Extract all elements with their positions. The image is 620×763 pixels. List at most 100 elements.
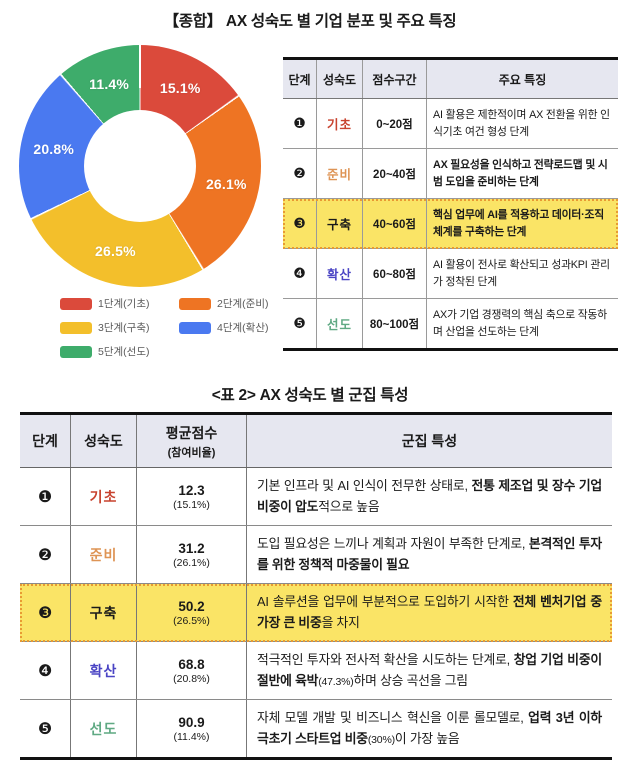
legend-label: 2단계(준비) [217, 298, 269, 310]
legend-swatch [179, 321, 211, 334]
donut-slice-label: 20.8% [33, 140, 75, 157]
maturity-label: 선도 [316, 299, 362, 348]
score-range: 60~80점 [362, 249, 426, 298]
participation-rate: (15.1%) [173, 498, 210, 511]
stage-number: ❸ [293, 215, 306, 231]
maturity-label: 준비 [70, 526, 136, 583]
participation-rate: (26.5%) [173, 614, 210, 627]
feature-rich-text: AI 솔루션을 업무에 부분적으로 도입하기 시작한 전체 벤처기업 중 가장 … [257, 592, 602, 633]
avg-score-cell: 90.9 (11.4%) [136, 700, 246, 757]
avg-score-value: 12.3 [178, 482, 205, 498]
cluster-feature-text: 도입 필요성은 느끼나 계획과 자원이 부족한 단계로, 본격적인 투자를 위한… [246, 526, 612, 583]
participation-rate: (20.8%) [173, 672, 210, 685]
maturity-label: 확산 [70, 642, 136, 699]
maturity-label: 구축 [70, 584, 136, 641]
table-body: ❶ 기초 0~20점 AI 활용은 제한적이며 AX 전환을 위한 인식기초 여건 형… [283, 99, 618, 348]
feature-rich-text: 적극적인 투자와 전사적 확산을 시도하는 단계로, 창업 기업 비중이 절반에… [257, 650, 602, 691]
col-header-maturity: 성숙도 [316, 60, 362, 98]
table-row: ❸ 구축 40~60점 핵심 업무에 AI를 적용하고 데이터·조직 체계를 구축하는… [283, 199, 618, 249]
col-header-stage: 단계 [288, 72, 311, 87]
donut-slice-label: 11.4% [89, 75, 130, 92]
cluster-feature-text: 기본 인프라 및 AI 인식이 전무한 상태로, 전통 제조업 및 장수 기업 … [246, 468, 612, 525]
maturity-label: 구축 [316, 199, 362, 248]
avg-score-cell: 12.3 (15.1%) [136, 468, 246, 525]
legend-swatch [60, 297, 92, 310]
chart-legend: 1단계(기초) 2단계(준비) 3단계(구축) 4단계(확산) 5단계(선도) [60, 296, 284, 359]
maturity-donut-chart: 15.1% 26.1% 26.5% 20.8% 11.4% [19, 45, 261, 287]
table-row: ❷ 준비 31.2 (26.1%) 도입 필요성은 느끼나 계획과 자원이 부족한 단계… [20, 526, 612, 584]
feature-emphasis: 전통 제조업 및 장수 기업 비중이 압도 [257, 478, 602, 514]
stage-number: ❹ [293, 265, 306, 281]
feature-segment: (47.3%) [318, 675, 354, 688]
table-header-row: 단계 성숙도 점수구간 주요 특징 [283, 60, 618, 99]
table-row: ❶ 기초 12.3 (15.1%) 기본 인프라 및 AI 인식이 전무한 상태로, 전… [20, 468, 612, 526]
feature-segment: 기본 인프라 및 AI 인식이 전무한 상태로, [257, 478, 472, 494]
avg-score-value: 90.9 [178, 714, 205, 730]
score-range: 80~100점 [362, 299, 426, 348]
feature-emphasis: 창업 기업 비중이 절반에 육박 [257, 652, 602, 688]
stage-number: ❺ [37, 720, 53, 738]
legend-label: 3단계(구축) [98, 322, 150, 334]
table-row: ❷ 준비 20~40점 AX 필요성을 인식하고 전략로드맵 및 시범 도입을 준비하… [283, 149, 618, 199]
feature-text: AI 활용은 제한적이며 AX 전환을 위한 인식기초 여건 형성 단계 [426, 99, 618, 148]
stage-number: ❶ [37, 488, 53, 506]
legend-item: 1단계(기초) [60, 296, 165, 311]
avg-score-value: 50.2 [178, 598, 205, 614]
table2-title: <표 2> AX 성숙도 별 군집 특성 [211, 387, 409, 404]
avg-score-value: 68.8 [178, 656, 205, 672]
donut-slice-label: 26.5% [95, 242, 136, 259]
table-row: ❺ 선도 90.9 (11.4%) 자체 모델 개발 및 비즈니스 혁신을 이룬 롤모델… [20, 700, 612, 757]
legend-item: 5단계(선도) [60, 344, 165, 359]
feature-emphasis: 업력 3년 이하 극초기 스타트업 비중 [257, 710, 602, 746]
participation-rate: (26.1%) [173, 556, 210, 569]
feature-emphasis: 본격적인 투자를 위한 정책적 마중물이 필요 [257, 536, 602, 572]
stage-number: ❹ [37, 662, 53, 680]
avg-score-label: 평균점수 [165, 424, 218, 441]
feature-rich-text: 도입 필요성은 느끼나 계획과 자원이 부족한 단계로, 본격적인 투자를 위한… [257, 534, 602, 575]
feature-segment: 적으로 높음 [318, 498, 380, 514]
avg-score-value: 31.2 [178, 540, 205, 556]
maturity-label: 선도 [70, 700, 136, 757]
maturity-label: 준비 [316, 149, 362, 198]
feature-rich-text: 기본 인프라 및 AI 인식이 전무한 상태로, 전통 제조업 및 장수 기업 … [257, 476, 602, 517]
legend-label: 5단계(선도) [98, 346, 150, 358]
maturity-label: 기초 [70, 468, 136, 525]
table-body: ❶ 기초 12.3 (15.1%) 기본 인프라 및 AI 인식이 전무한 상태로, 전… [20, 468, 612, 757]
table-row: ❺ 선도 80~100점 AX가 기업 경쟁력의 핵심 축으로 작동하며 산업을 선도… [283, 299, 618, 348]
feature-segment: 하며 상승 곡선을 그림 [353, 672, 468, 688]
participation-rate: (11.4%) [173, 730, 210, 743]
col-header-feature: 주요 특징 [426, 60, 618, 98]
page-title: 【종합】 AX 성숙도 별 기업 분포 및 주요 특징 [163, 13, 457, 30]
avg-score-cell: 68.8 (20.8%) [136, 642, 246, 699]
donut-ring [19, 45, 261, 287]
cluster-feature-text: 자체 모델 개발 및 비즈니스 혁신을 이룬 롤모델로, 업력 3년 이하 극초… [246, 700, 612, 757]
avg-score-cell: 31.2 (26.1%) [136, 526, 246, 583]
maturity-label: 기초 [316, 99, 362, 148]
score-range: 0~20점 [362, 99, 426, 148]
legend-item: 4단계(확산) [179, 320, 284, 335]
col-header-score-range: 점수구간 [362, 60, 426, 98]
feature-text: AX 필요성을 인식하고 전략로드맵 및 시범 도입을 준비하는 단계 [426, 149, 618, 198]
score-range: 40~60점 [362, 199, 426, 248]
cluster-feature-text: 적극적인 투자와 전사적 확산을 시도하는 단계로, 창업 기업 비중이 절반에… [246, 642, 612, 699]
feature-segment: 이 가장 높음 [394, 730, 460, 746]
cluster-feature-text: AI 솔루션을 업무에 부분적으로 도입하기 시작한 전체 벤처기업 중 가장 … [246, 584, 612, 641]
feature-segment: 을 차지 [321, 614, 360, 630]
table-row: ❶ 기초 0~20점 AI 활용은 제한적이며 AX 전환을 위한 인식기초 여건 형… [283, 99, 618, 149]
table-row: ❹ 확산 60~80점 AI 활용이 전사로 확산되고 성과KPI 관리가 정착된 단… [283, 249, 618, 299]
legend-swatch [179, 297, 211, 310]
feature-segment: AI 솔루션을 업무에 부분적으로 도입하기 시작한 [257, 594, 513, 610]
legend-label: 1단계(기초) [98, 298, 150, 310]
legend-label: 4단계(확산) [217, 322, 269, 334]
feature-text: AI 활용이 전사로 확산되고 성과KPI 관리가 정착된 단계 [426, 249, 618, 298]
stage-number: ❸ [37, 604, 53, 622]
legend-swatch [60, 321, 92, 334]
legend-item: 3단계(구축) [60, 320, 165, 335]
legend-swatch [60, 345, 92, 358]
maturity-label: 확산 [316, 249, 362, 298]
stage-number: ❶ [293, 115, 306, 131]
col-header-avg-score: 평균점수 (참여비율) [136, 415, 246, 467]
stage-number: ❺ [293, 315, 306, 331]
feature-text: AX가 기업 경쟁력의 핵심 축으로 작동하며 산업을 선도하는 단계 [426, 299, 618, 348]
legend-item: 2단계(준비) [179, 296, 284, 311]
